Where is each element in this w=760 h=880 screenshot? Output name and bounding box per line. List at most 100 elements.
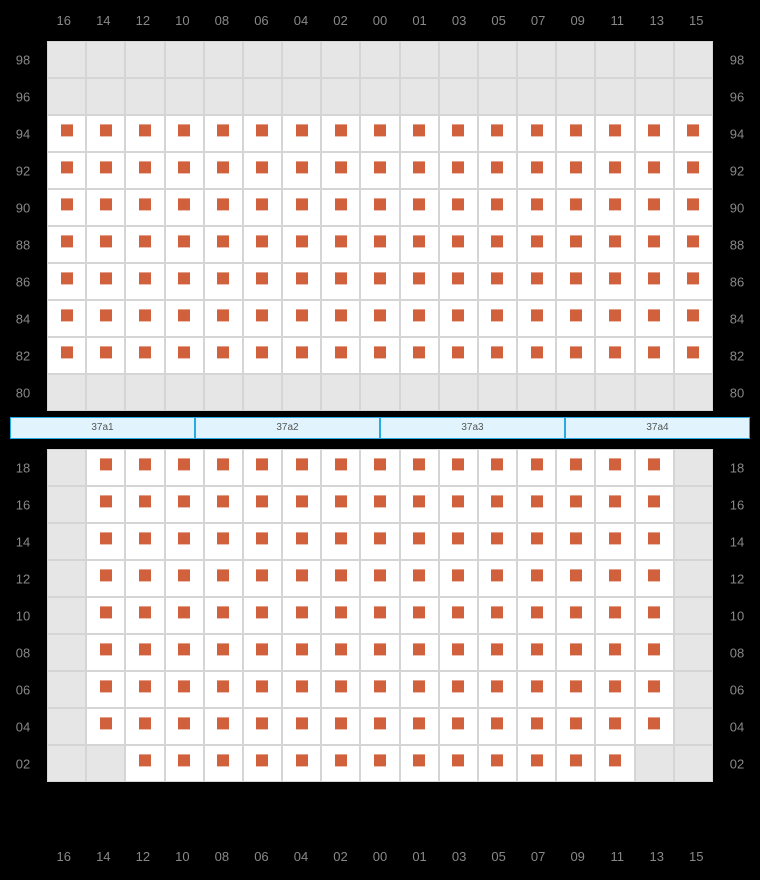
seat-cell[interactable] xyxy=(204,300,243,337)
seat-cell[interactable] xyxy=(635,189,674,226)
seat-cell[interactable] xyxy=(439,634,478,671)
seat-cell[interactable] xyxy=(635,449,674,486)
seat-cell[interactable] xyxy=(321,523,360,560)
seat-cell[interactable] xyxy=(674,189,713,226)
seat-cell[interactable] xyxy=(595,226,634,263)
seat-cell[interactable] xyxy=(204,597,243,634)
seat-cell[interactable] xyxy=(243,671,282,708)
seat-cell[interactable] xyxy=(47,337,86,374)
seat-cell[interactable] xyxy=(360,189,399,226)
seat-cell[interactable] xyxy=(595,337,634,374)
seat-cell[interactable] xyxy=(47,152,86,189)
seat-cell[interactable] xyxy=(478,263,517,300)
seat-cell[interactable] xyxy=(517,300,556,337)
seat-cell[interactable] xyxy=(517,634,556,671)
seat-cell[interactable] xyxy=(243,226,282,263)
seat-cell[interactable] xyxy=(47,115,86,152)
seat-cell[interactable] xyxy=(282,671,321,708)
seat-cell[interactable] xyxy=(86,226,125,263)
seat-cell[interactable] xyxy=(674,226,713,263)
seat-cell[interactable] xyxy=(517,597,556,634)
seat-cell[interactable] xyxy=(204,337,243,374)
seat-cell[interactable] xyxy=(439,523,478,560)
seat-cell[interactable] xyxy=(282,152,321,189)
seat-cell[interactable] xyxy=(204,671,243,708)
seat-cell[interactable] xyxy=(556,115,595,152)
seat-cell[interactable] xyxy=(400,597,439,634)
seat-cell[interactable] xyxy=(321,708,360,745)
seat-cell[interactable] xyxy=(595,560,634,597)
seat-cell[interactable] xyxy=(360,708,399,745)
seat-cell[interactable] xyxy=(478,486,517,523)
seat-cell[interactable] xyxy=(517,708,556,745)
seat-cell[interactable] xyxy=(243,449,282,486)
seat-cell[interactable] xyxy=(204,189,243,226)
seat-cell[interactable] xyxy=(595,597,634,634)
seat-cell[interactable] xyxy=(360,115,399,152)
seat-cell[interactable] xyxy=(282,263,321,300)
seat-cell[interactable] xyxy=(204,226,243,263)
seat-cell[interactable] xyxy=(125,449,164,486)
seat-cell[interactable] xyxy=(204,708,243,745)
seat-cell[interactable] xyxy=(360,263,399,300)
seat-cell[interactable] xyxy=(165,745,204,782)
seat-cell[interactable] xyxy=(517,486,556,523)
seat-cell[interactable] xyxy=(400,560,439,597)
seat-cell[interactable] xyxy=(47,189,86,226)
seat-cell[interactable] xyxy=(360,671,399,708)
seat-cell[interactable] xyxy=(517,449,556,486)
seat-cell[interactable] xyxy=(360,226,399,263)
seat-cell[interactable] xyxy=(243,486,282,523)
seat-cell[interactable] xyxy=(400,226,439,263)
seat-cell[interactable] xyxy=(635,634,674,671)
seat-cell[interactable] xyxy=(321,449,360,486)
seat-cell[interactable] xyxy=(165,115,204,152)
seat-cell[interactable] xyxy=(204,634,243,671)
seat-cell[interactable] xyxy=(165,486,204,523)
seat-cell[interactable] xyxy=(439,560,478,597)
seat-cell[interactable] xyxy=(321,486,360,523)
seat-cell[interactable] xyxy=(165,263,204,300)
seat-cell[interactable] xyxy=(400,634,439,671)
seat-cell[interactable] xyxy=(556,226,595,263)
seat-cell[interactable] xyxy=(86,449,125,486)
seat-cell[interactable] xyxy=(125,634,164,671)
seat-cell[interactable] xyxy=(478,560,517,597)
seat-cell[interactable] xyxy=(282,708,321,745)
seat-cell[interactable] xyxy=(439,337,478,374)
seat-cell[interactable] xyxy=(125,337,164,374)
seat-cell[interactable] xyxy=(635,671,674,708)
seat-cell[interactable] xyxy=(517,523,556,560)
seat-cell[interactable] xyxy=(595,634,634,671)
seat-cell[interactable] xyxy=(243,708,282,745)
seat-cell[interactable] xyxy=(165,152,204,189)
seat-cell[interactable] xyxy=(439,300,478,337)
seat-cell[interactable] xyxy=(635,300,674,337)
seat-cell[interactable] xyxy=(360,449,399,486)
seat-cell[interactable] xyxy=(165,449,204,486)
seat-cell[interactable] xyxy=(165,189,204,226)
seat-cell[interactable] xyxy=(360,523,399,560)
seat-cell[interactable] xyxy=(400,115,439,152)
seat-cell[interactable] xyxy=(360,337,399,374)
seat-cell[interactable] xyxy=(595,449,634,486)
seat-cell[interactable] xyxy=(595,189,634,226)
seat-cell[interactable] xyxy=(165,337,204,374)
seat-cell[interactable] xyxy=(635,486,674,523)
seat-cell[interactable] xyxy=(360,560,399,597)
seat-cell[interactable] xyxy=(204,115,243,152)
seat-cell[interactable] xyxy=(595,671,634,708)
seat-cell[interactable] xyxy=(165,226,204,263)
seat-cell[interactable] xyxy=(556,708,595,745)
seat-cell[interactable] xyxy=(478,337,517,374)
seat-cell[interactable] xyxy=(360,486,399,523)
seat-cell[interactable] xyxy=(125,560,164,597)
seat-cell[interactable] xyxy=(635,226,674,263)
seat-cell[interactable] xyxy=(635,597,674,634)
seat-cell[interactable] xyxy=(556,189,595,226)
seat-cell[interactable] xyxy=(556,745,595,782)
seat-cell[interactable] xyxy=(125,708,164,745)
seat-cell[interactable] xyxy=(400,745,439,782)
seat-cell[interactable] xyxy=(47,226,86,263)
seat-cell[interactable] xyxy=(86,634,125,671)
